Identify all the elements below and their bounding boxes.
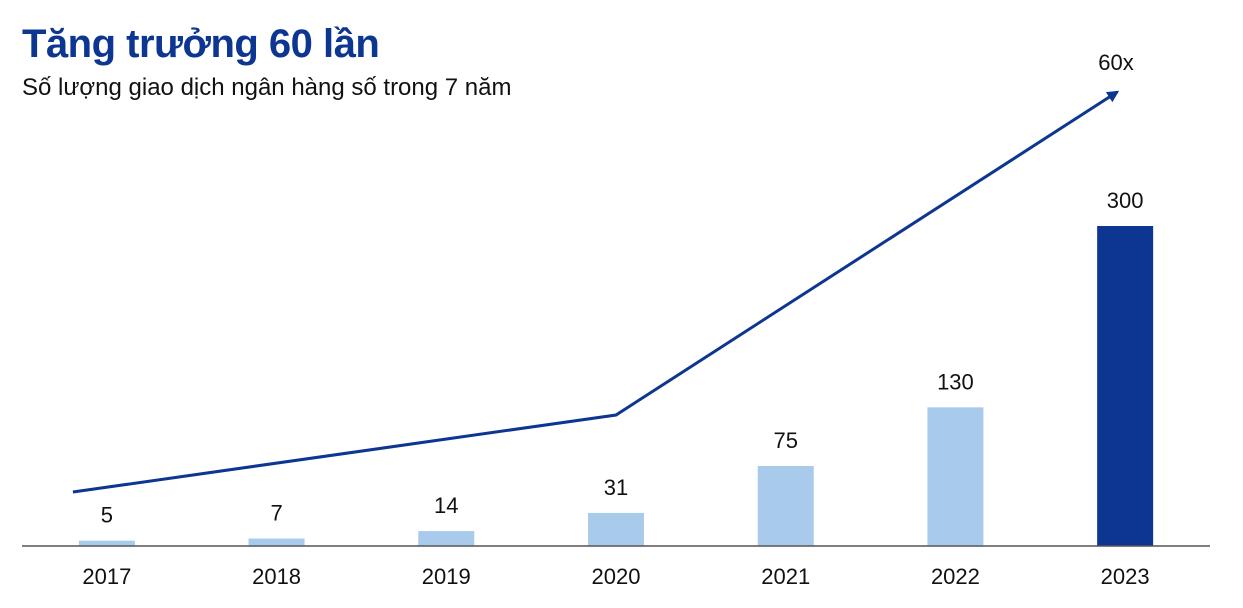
value-label-2017: 5 [101,503,113,528]
trend-arrow [72,90,1120,494]
x-tick-2020: 2020 [592,564,641,589]
x-tick-2022: 2022 [931,564,980,589]
x-tick-2023: 2023 [1101,564,1150,589]
bar-2023 [1097,226,1154,546]
chart-title: Tăng trưởng 60 lần [22,22,380,66]
value-label-2023: 300 [1107,188,1144,213]
value-label-2022: 130 [937,369,974,394]
x-tick-2019: 2019 [422,564,471,589]
bar-2018 [248,538,305,546]
bar-2017 [78,540,135,546]
bar-2022 [927,407,984,546]
bar-2020 [588,512,644,546]
value-label-2021: 75 [773,428,797,453]
value-label-2018: 7 [270,501,282,526]
bar-2019 [418,531,475,546]
x-tick-2018: 2018 [252,564,301,589]
value-label-2020: 31 [604,475,628,500]
x-tick-2021: 2021 [761,564,810,589]
bar-2021 [757,466,814,546]
chart-subtitle: Số lượng giao dịch ngân hàng số trong 7 … [22,74,512,101]
x-tick-2017: 2017 [82,564,131,589]
trend-label: 60x [1098,50,1133,75]
value-label-2019: 14 [434,493,458,518]
